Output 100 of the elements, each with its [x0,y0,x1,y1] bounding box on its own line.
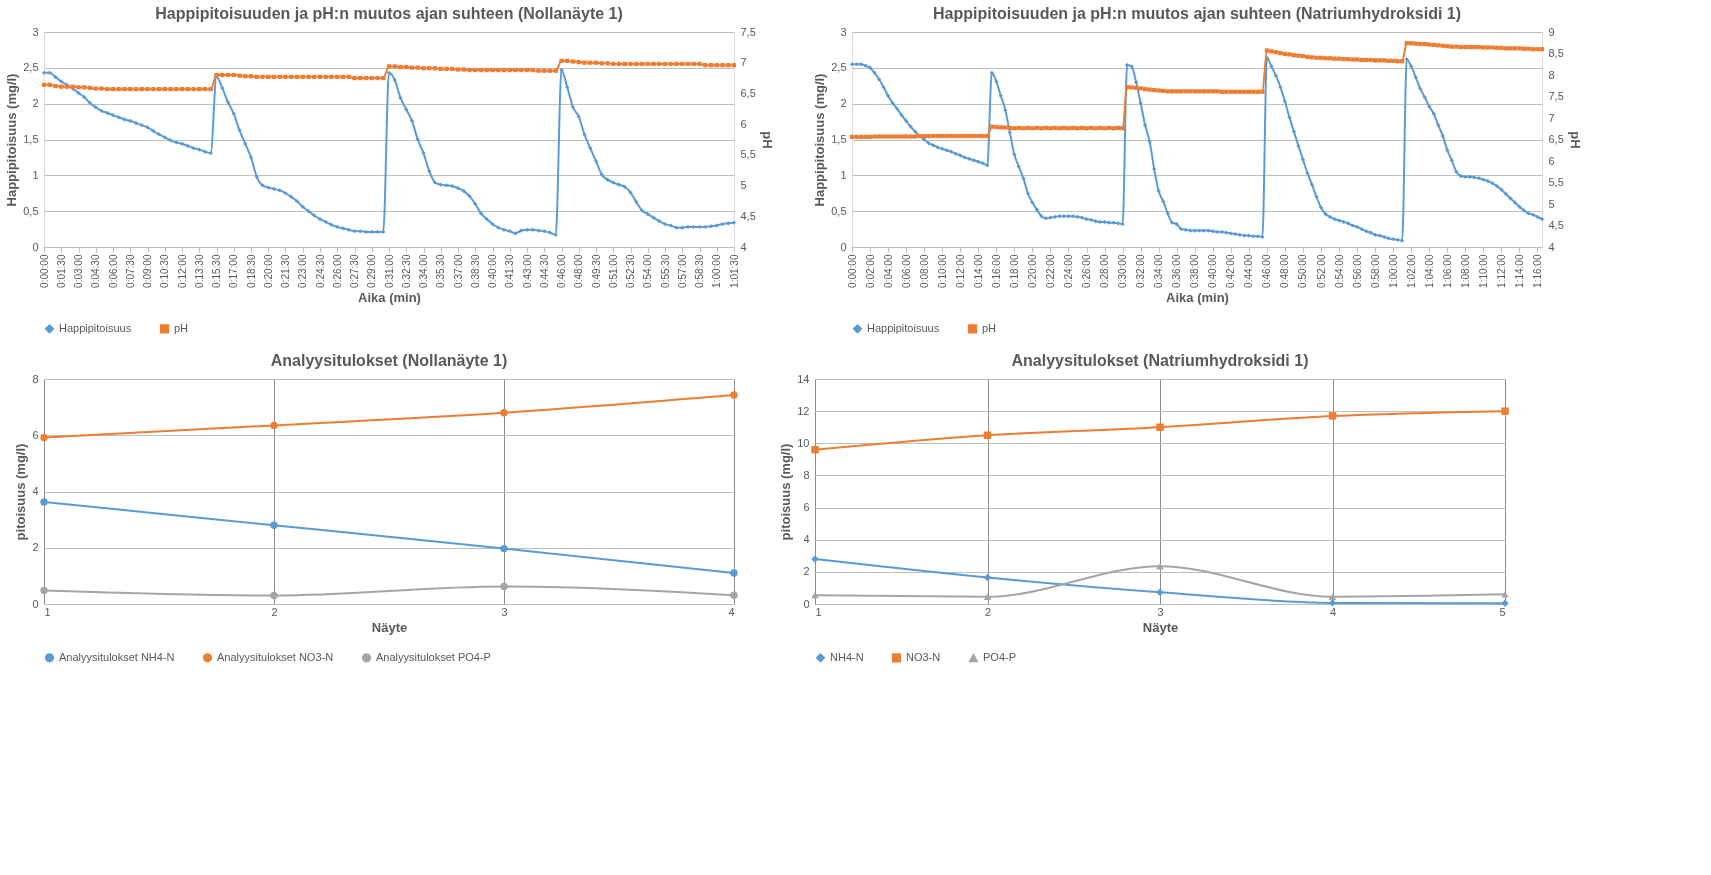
point [1328,593,1337,600]
point [270,591,278,600]
x-axis-title: Näyte [1142,619,1179,635]
y-tick-label: 0,5 [831,204,847,217]
x-tick-label: 0:20:00 [1026,254,1038,288]
x-tick-label: 1:08:00 [1459,254,1471,288]
x-tick-label: 0:08:00 [918,254,930,288]
y2-tick-label: 6 [1548,154,1555,167]
x-tick-label: 1:00:00 [1387,254,1399,288]
y-tick-label: 2 [840,97,847,110]
x-tick-label: 0:57:00 [676,254,688,288]
x-tick-label: 0:24:30 [314,254,326,288]
y-tick-label: 6 [803,501,810,514]
y-tick-label: 10 [797,436,810,449]
y-tick-label: 12 [797,404,810,417]
x-tick-label: 0:00:00 [846,254,858,288]
x-tick-label: 0:35:30 [435,254,447,288]
x-tick-label: 0:54:00 [642,254,654,288]
x-tick-label: 0:51:00 [607,254,619,288]
x-axis-title: Aika (min) [1166,289,1229,305]
y-tick-label: 2 [32,97,39,110]
x-tick-label: 0:50:00 [1297,254,1309,288]
legend-label: Analyysitulokset NO3-N [217,650,334,663]
chart-title: Analyysitulokset (Nollanäyte 1) [270,352,508,369]
y2-axis-title: pH [1567,131,1583,149]
point [983,573,992,582]
y-axis-title: pitoisuus (mg/l) [778,443,794,541]
x-tick-label: 0:06:00 [900,254,912,288]
x-tick-label: 0:27:30 [349,254,360,288]
x-tick-label: 0:42:00 [1225,254,1237,288]
y2-tick-label: 7,5 [740,25,756,38]
x-tick-label: 0:14:00 [972,254,984,288]
y-tick-label: 0,5 [23,204,39,217]
x-tick-label: 0:29:00 [366,254,378,288]
x-tick-label: 0:15:30 [211,254,222,288]
x-tick-label: 0:07:30 [124,254,136,288]
x-tick-label: 0:28:00 [1099,254,1111,288]
y-tick-label: 2,5 [23,61,39,74]
y-tick-label: 4 [803,533,810,546]
x-tick-label: 0:34:00 [1153,254,1165,288]
x-tick-label: 0:31:00 [383,254,395,288]
y2-axis-title: pH [759,131,775,149]
x-axis-title: Aika (min) [358,289,421,305]
x-tick-label: 0:10:00 [936,254,948,288]
x-tick-label: 0:56:00 [1351,254,1363,288]
y2-tick-label: 5,5 [1548,176,1564,188]
x-tick-label: 0:26:00 [1081,254,1093,288]
x-tick-label: 0:20:00 [262,254,274,288]
y-tick-label: 0 [840,240,847,253]
legend-label: Analyysitulokset PO4-P [376,650,491,663]
x-tick-label: 0:12:00 [954,254,966,288]
x-tick-label: 1:02:00 [1405,254,1417,288]
x-tick-label: 1:10:00 [1477,254,1489,288]
x-tick-label: 0:36:00 [1171,254,1183,288]
y-axis-title: Happipitoisuus (mg/l) [4,73,20,207]
y-tick-label: 14 [797,372,810,385]
y-tick-label: 4 [32,485,39,497]
y2-tick-label: 7 [1548,111,1555,124]
y2-tick-label: 6 [740,117,747,130]
x-tick-label: 3 [501,605,508,618]
point [730,569,738,577]
x-tick-label: 0:32:30 [400,254,412,288]
y-tick-label: 2 [803,565,810,578]
x-tick-label: 0:22:00 [1044,254,1056,288]
x-tick-label: 0:16:00 [990,254,1002,288]
point [1156,423,1164,431]
y2-tick-label: 6,5 [1548,133,1564,145]
point [40,498,48,506]
point [500,544,508,553]
point [730,391,738,399]
x-tick-label: 0:48:00 [573,254,585,288]
x-tick-label: 5 [1499,605,1506,618]
point [983,593,992,600]
x-tick-label: 1:04:00 [1423,254,1435,288]
y-tick-label: 1 [840,168,847,181]
y2-tick-label: 4 [740,240,747,253]
x-tick-label: 0:46:00 [1261,254,1273,288]
point [500,409,508,417]
x-tick-label: 1:16:00 [1531,254,1543,288]
y2-tick-label: 6,5 [740,86,756,99]
point [1501,407,1509,415]
x-tick-label: 1:14:00 [1513,254,1525,288]
x-tick-label: 0:54:00 [1333,254,1345,288]
x-tick-label: 0:52:30 [625,254,636,288]
x-tick-label: 0:37:00 [452,254,464,288]
y2-tick-label: 8,5 [1548,47,1564,59]
x-tick-label: 0:48:00 [1279,254,1291,288]
x-tick-label: 4 [1329,605,1337,618]
y2-tick-label: 8 [1548,68,1555,81]
x-tick-label: 0:44:30 [538,254,550,288]
x-tick-label: 0:13:30 [193,254,205,288]
point [1501,591,1509,598]
chart-title: Analyysitulokset (Natriumhydroksidi 1) [1011,352,1309,369]
y-axis-title: Happipitoisuus (mg/l) [812,73,828,207]
x-tick-label: 0:00:00 [38,254,50,288]
y-tick-label: 0 [32,597,39,610]
legend-label: pH [174,321,189,334]
point [270,521,278,529]
legend-label: NH4-N [830,650,864,663]
x-tick-label: 0:18:30 [245,254,257,288]
